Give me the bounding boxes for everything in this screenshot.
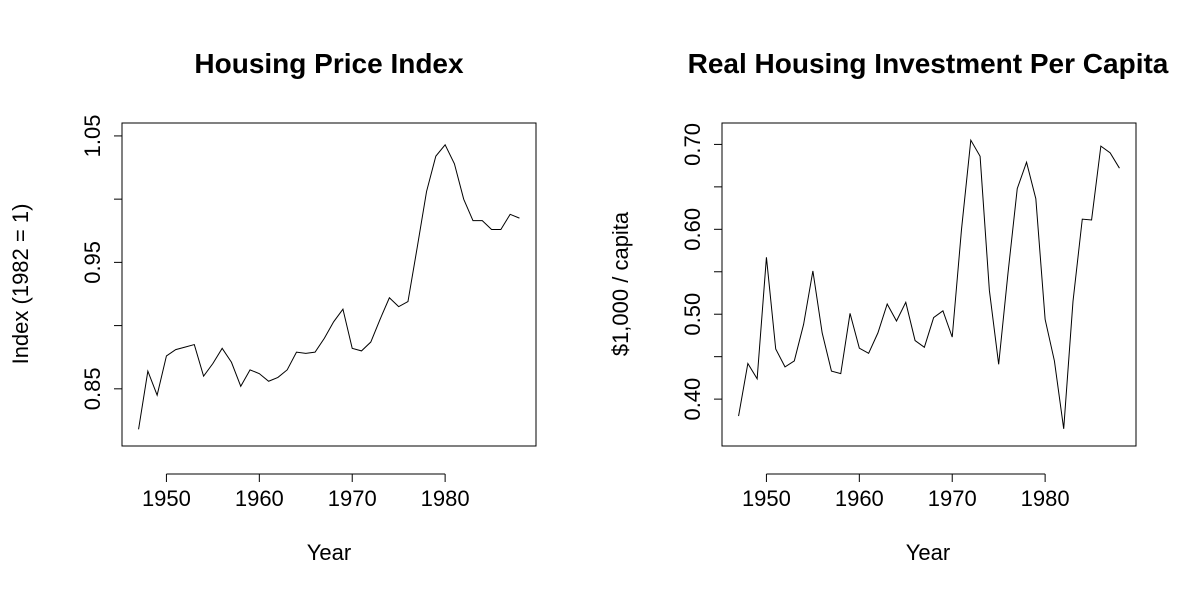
y-axis-label: $1,000 / capita: [608, 211, 633, 356]
y-tick-label: 0.60: [680, 208, 705, 251]
x-tick-label: 1980: [421, 486, 470, 511]
plot-frame: [721, 122, 1137, 447]
x-axis-label: Year: [906, 540, 950, 565]
y-axis: 0.85 0.95 1.05: [80, 115, 123, 410]
chart-title: Real Housing Investment Per Capita: [688, 48, 1169, 79]
x-axis: 1950 1960 1970 1980: [142, 473, 470, 511]
x-axis-label: Year: [307, 540, 351, 565]
y-tick-label: 0.85: [80, 367, 105, 410]
x-axis: 1950 1960 1970 1980: [742, 473, 1070, 511]
y-axis: 0.40 0.50 0.60 0.70: [680, 123, 723, 421]
x-tick-label: 1960: [835, 486, 884, 511]
x-tick-label: 1960: [235, 486, 284, 511]
plot-frame: [121, 122, 537, 447]
housing-price-index-panel: Housing Price Index Year Index (1982 = 1…: [8, 48, 537, 565]
housing-investment-panel: Real Housing Investment Per Capita Year …: [608, 48, 1169, 565]
x-tick-label: 1970: [928, 486, 977, 511]
x-tick-label: 1950: [142, 486, 191, 511]
y-tick-label: 0.50: [680, 293, 705, 336]
x-tick-label: 1980: [1021, 486, 1070, 511]
x-tick-label: 1970: [328, 486, 377, 511]
y-tick-label: 0.70: [680, 123, 705, 166]
y-axis-label: Index (1982 = 1): [8, 204, 33, 365]
y-tick-label: 1.05: [80, 115, 105, 158]
chart-title: Housing Price Index: [194, 48, 464, 79]
series-line: [138, 143, 520, 430]
x-tick-label: 1950: [742, 486, 791, 511]
series-line: [738, 138, 1120, 429]
y-tick-label: 0.95: [80, 241, 105, 284]
y-tick-label: 0.40: [680, 378, 705, 421]
